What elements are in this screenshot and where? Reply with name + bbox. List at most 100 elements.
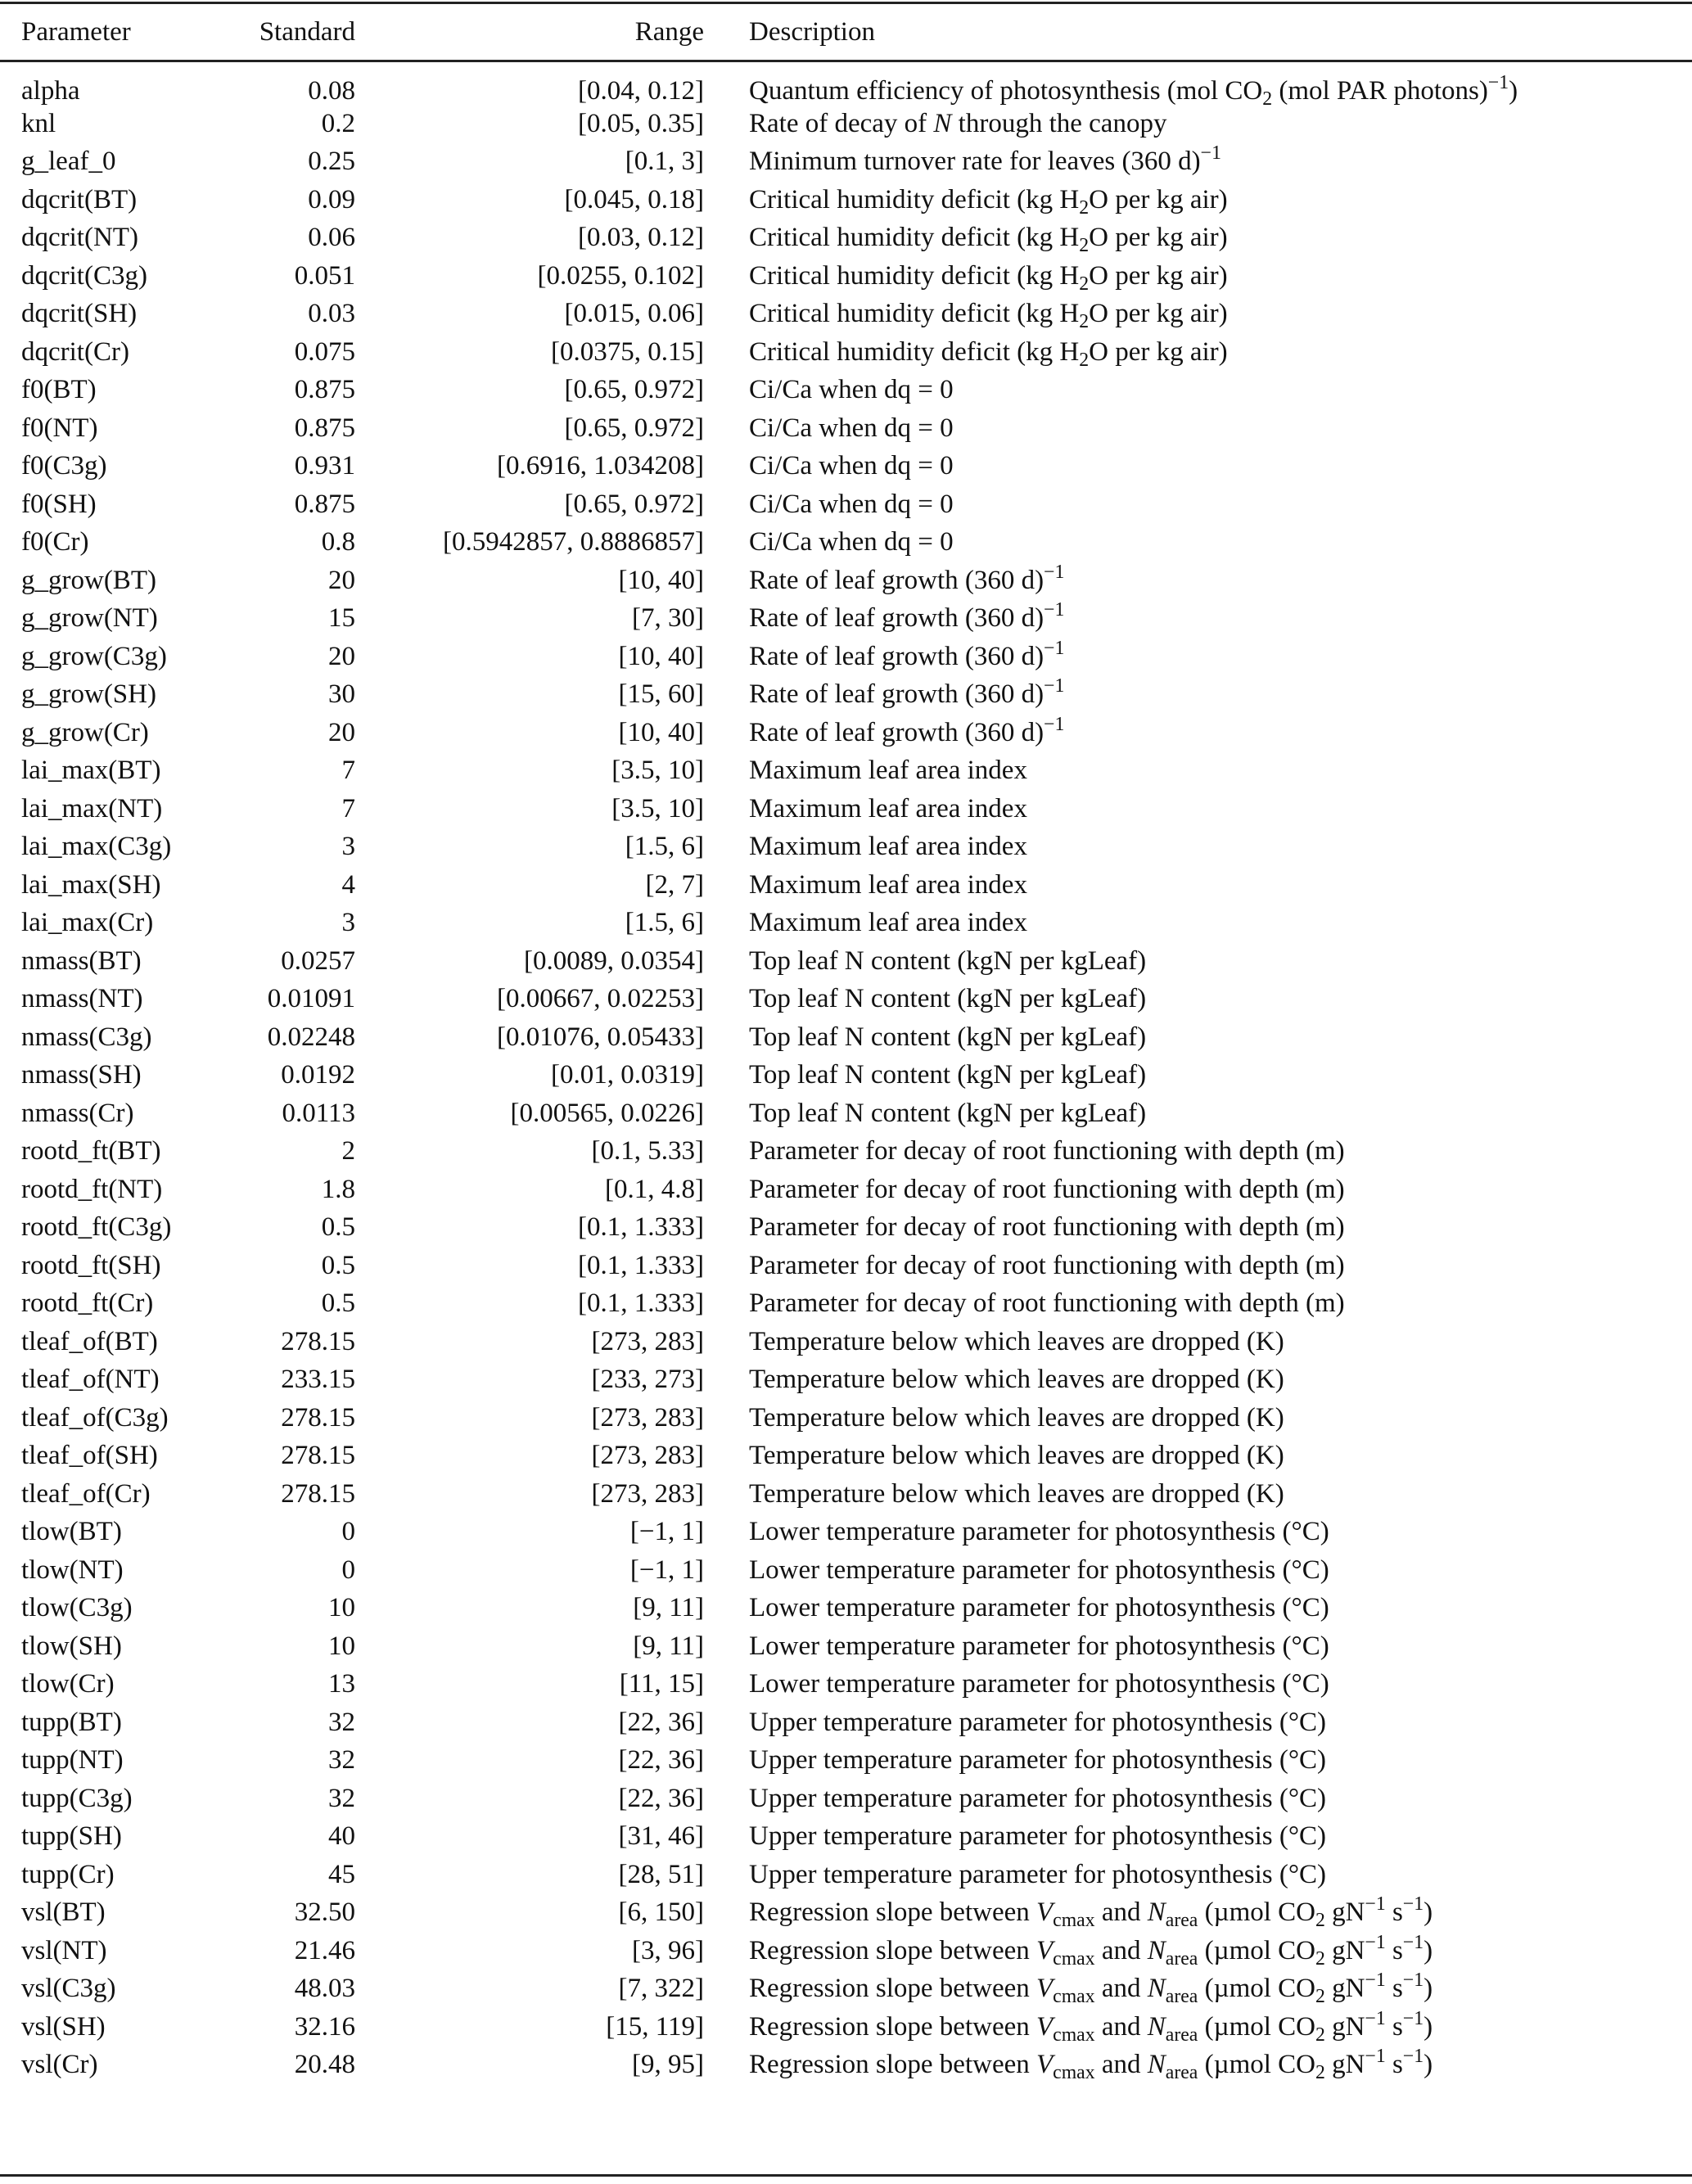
- cell-standard: 0.875: [294, 489, 355, 519]
- cell-range: [0.00667, 0.02253]: [497, 984, 704, 1014]
- description-segment: Lower temperature parameter for photosyn…: [749, 1517, 1329, 1547]
- cell-parameter: g_grow(NT): [21, 603, 158, 634]
- description-segment: N: [1147, 1974, 1166, 2004]
- cell-standard: 0.2: [321, 108, 355, 138]
- cell-parameter: nmass(Cr): [21, 1098, 134, 1128]
- cell-description: Regression slope between Vcmax and Narea…: [704, 2008, 1518, 2046]
- cell-description: Parameter for decay of root functioning …: [704, 1285, 1518, 1324]
- cell-standard: 1.8: [321, 1174, 355, 1204]
- cell-standard: 0.5: [321, 1288, 355, 1319]
- cell-range: [3, 96]: [632, 1935, 704, 1965]
- description-segment: gN: [1324, 1897, 1365, 1928]
- parameter-table: Parameter Standard Range Description alp…: [0, 4, 1518, 2084]
- cell-description: Parameter for decay of root functioning …: [704, 1133, 1518, 1171]
- cell-range: [9, 11]: [633, 1593, 704, 1623]
- description-segment: area: [1165, 1986, 1198, 2008]
- description-segment: Temperature below which leaves are dropp…: [749, 1326, 1284, 1356]
- description-segment: N: [933, 108, 952, 138]
- description-segment: Parameter for decay of root functioning …: [749, 1250, 1345, 1280]
- cell-parameter: dqcrit(C3g): [21, 260, 147, 291]
- table-row: lai_max(C3g) 3 [1.5, 6] Maximum leaf area i…: [0, 828, 1518, 867]
- cell-range: [0.1, 1.333]: [578, 1212, 704, 1243]
- cell-range: [3.5, 10]: [611, 793, 704, 824]
- description-segment: Maximum leaf area index: [749, 793, 1027, 824]
- cell-range: [273, 283]: [591, 1478, 704, 1509]
- table-row: tleaf_of(NT) 233.15 [233, 273] Temperature …: [0, 1361, 1518, 1400]
- cell-range: [7, 322]: [618, 1974, 704, 2004]
- cell-parameter: lai_max(NT): [21, 793, 163, 824]
- table-row: knl 0.2 [0.05, 0.35] Rate of decay of N thr…: [0, 105, 1518, 143]
- description-segment: and: [1094, 1897, 1148, 1928]
- cell-description: Temperature below which leaves are dropp…: [704, 1399, 1518, 1437]
- cell-description: Maximum leaf area index: [704, 905, 1518, 943]
- cell-description: Critical humidity deficit (kg H2O per kg…: [704, 219, 1518, 258]
- cell-description: Critical humidity deficit (kg H2O per kg…: [704, 333, 1518, 372]
- cell-parameter: rootd_ft(Cr): [21, 1288, 154, 1319]
- header-description: Description: [749, 16, 875, 47]
- table-row: dqcrit(NT) 0.06 [0.03, 0.12] Critical humid…: [0, 219, 1518, 258]
- cell-range: [−1, 1]: [629, 1517, 704, 1547]
- cell-parameter: g_grow(SH): [21, 679, 156, 710]
- cell-parameter: g_grow(BT): [21, 565, 156, 595]
- cell-description: Upper temperature parameter for photosyn…: [704, 1780, 1518, 1818]
- description-segment: 2: [1315, 1910, 1325, 1932]
- cell-standard: 0.0192: [281, 1060, 355, 1090]
- cell-range: [0.1, 1.333]: [578, 1250, 704, 1280]
- table-row: tupp(C3g) 32 [22, 36] Upper temperature par…: [0, 1780, 1518, 1818]
- cell-description: Maximum leaf area index: [704, 866, 1518, 905]
- cell-standard: 0.01091: [267, 984, 355, 1014]
- cell-range: [1.5, 6]: [625, 908, 704, 938]
- description-segment: Ci/Ca when dq = 0: [749, 375, 954, 405]
- cell-description: Upper temperature parameter for photosyn…: [704, 1818, 1518, 1857]
- cell-range: [0.0375, 0.15]: [551, 336, 704, 367]
- cell-standard: 20.48: [294, 2050, 355, 2080]
- description-segment: −1: [1365, 1931, 1386, 1953]
- cell-standard: 3: [341, 908, 356, 938]
- description-segment: −1: [1365, 1893, 1386, 1916]
- description-segment: cmax: [1053, 2062, 1095, 2084]
- cell-standard: 0.875: [294, 375, 355, 405]
- description-segment: Minimum turnover rate for leaves (360 d): [749, 147, 1201, 177]
- cell-parameter: dqcrit(Cr): [21, 336, 129, 367]
- cell-parameter: g_grow(C3g): [21, 641, 167, 671]
- description-segment: Regression slope between: [749, 1974, 1036, 2004]
- cell-parameter: f0(NT): [21, 413, 98, 443]
- cell-range: [15, 60]: [618, 679, 704, 710]
- table-row: lai_max(NT) 7 [3.5, 10] Maximum leaf area i…: [0, 790, 1518, 828]
- cell-description: Lower temperature parameter for photosyn…: [704, 1666, 1518, 1704]
- cell-parameter: nmass(SH): [21, 1060, 142, 1090]
- cell-parameter: rootd_ft(NT): [21, 1174, 163, 1204]
- cell-description: Rate of leaf growth (360 d)−1: [704, 714, 1518, 752]
- table-row: rootd_ft(C3g) 0.5 [0.1, 1.333] Parameter fo…: [0, 1209, 1518, 1248]
- cell-description: Temperature below which leaves are dropp…: [704, 1437, 1518, 1476]
- description-segment: Top leaf N content (kgN per kgLeaf): [749, 984, 1147, 1014]
- cell-parameter: tupp(Cr): [21, 1859, 115, 1889]
- description-segment: area: [1165, 1910, 1198, 1932]
- cell-description: Lower temperature parameter for photosyn…: [704, 1551, 1518, 1590]
- cell-standard: 7: [341, 793, 356, 824]
- cell-range: [28, 51]: [618, 1859, 704, 1889]
- description-segment: −1: [1365, 2007, 1386, 2029]
- cell-standard: 3: [341, 832, 356, 862]
- cell-parameter: rootd_ft(SH): [21, 1250, 161, 1280]
- cell-parameter: vsl(Cr): [21, 2050, 98, 2080]
- table-row: dqcrit(BT) 0.09 [0.045, 0.18] Critical humi…: [0, 181, 1518, 219]
- table-row: f0(Cr) 0.8 [0.5942857, 0.8886857] Ci/Ca whe…: [0, 524, 1518, 562]
- table-row: vsl(BT) 32.50 [6, 150] Regression slope bet…: [0, 1894, 1518, 1933]
- table-row: tleaf_of(SH) 278.15 [273, 283] Temperature …: [0, 1437, 1518, 1476]
- description-segment: Parameter for decay of root functioning …: [749, 1174, 1345, 1204]
- cell-standard: 20: [328, 717, 355, 747]
- cell-parameter: tlow(NT): [21, 1555, 124, 1585]
- description-segment: 2: [1262, 88, 1273, 111]
- description-segment: Regression slope between: [749, 2050, 1036, 2080]
- cell-standard: 10: [328, 1593, 355, 1623]
- cell-standard: 0: [341, 1555, 356, 1585]
- cell-parameter: rootd_ft(C3g): [21, 1212, 172, 1243]
- cell-description: Rate of leaf growth (360 d)−1: [704, 676, 1518, 715]
- cell-description: Ci/Ca when dq = 0: [704, 409, 1518, 448]
- description-segment: area: [1165, 2062, 1198, 2084]
- table-row: rootd_ft(NT) 1.8 [0.1, 4.8] Parameter for d…: [0, 1171, 1518, 1209]
- description-segment: Maximum leaf area index: [749, 756, 1027, 786]
- table-row: tupp(Cr) 45 [28, 51] Upper temperature para…: [0, 1856, 1518, 1894]
- cell-standard: 21.46: [294, 1935, 355, 1965]
